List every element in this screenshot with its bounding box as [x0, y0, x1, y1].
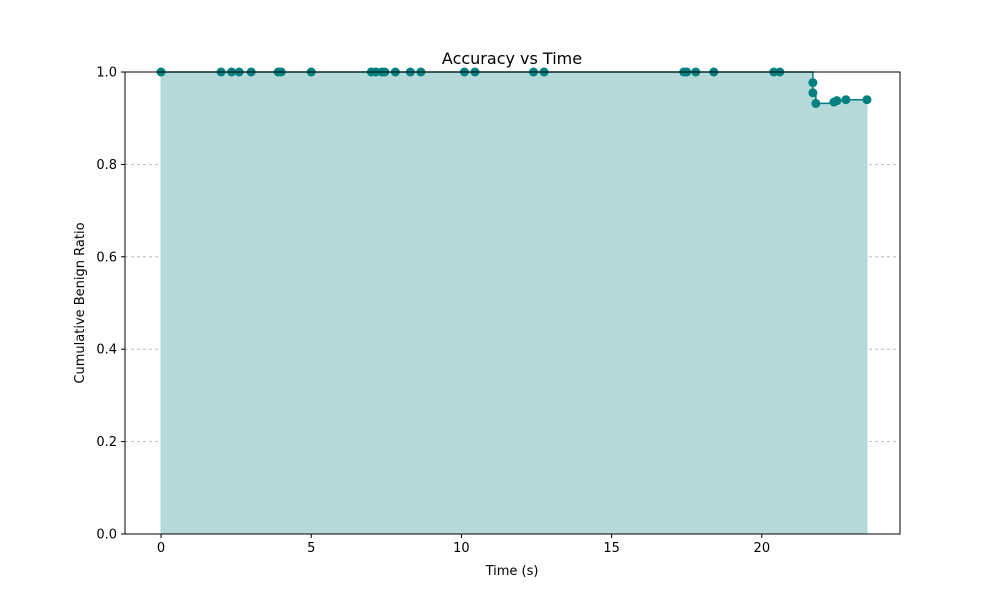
y-tick-label: 0.8: [96, 158, 117, 173]
x-tick-label: 0: [157, 541, 165, 556]
area-fill: [160, 71, 868, 535]
x-tick-label: 20: [754, 541, 771, 556]
data-point: [808, 88, 818, 98]
chart-title: Accuracy vs Time: [442, 49, 582, 68]
data-point: [862, 95, 872, 105]
data-point: [808, 78, 818, 88]
x-axis-label: Time (s): [485, 564, 539, 579]
y-axis: 0.0 0.2 0.4 0.6 0.8 1.0: [96, 66, 125, 543]
x-tick-label: 15: [603, 541, 620, 556]
y-tick-label: 0.6: [96, 250, 117, 265]
y-axis-label: Cumulative Benign Ratio: [73, 222, 88, 383]
x-tick-label: 5: [307, 541, 315, 556]
x-axis: 0 5 10 15 20: [157, 534, 770, 556]
data-point: [832, 96, 842, 106]
data-point: [841, 95, 851, 105]
data-point: [811, 98, 821, 108]
y-tick-label: 0.4: [96, 343, 117, 358]
x-tick-label: 10: [453, 541, 470, 556]
y-tick-label: 1.0: [96, 66, 117, 81]
area-fill-shape: [160, 71, 868, 535]
y-tick-label: 0.0: [96, 528, 117, 543]
y-tick-label: 0.2: [96, 435, 117, 450]
plot-frame: [124, 71, 901, 535]
